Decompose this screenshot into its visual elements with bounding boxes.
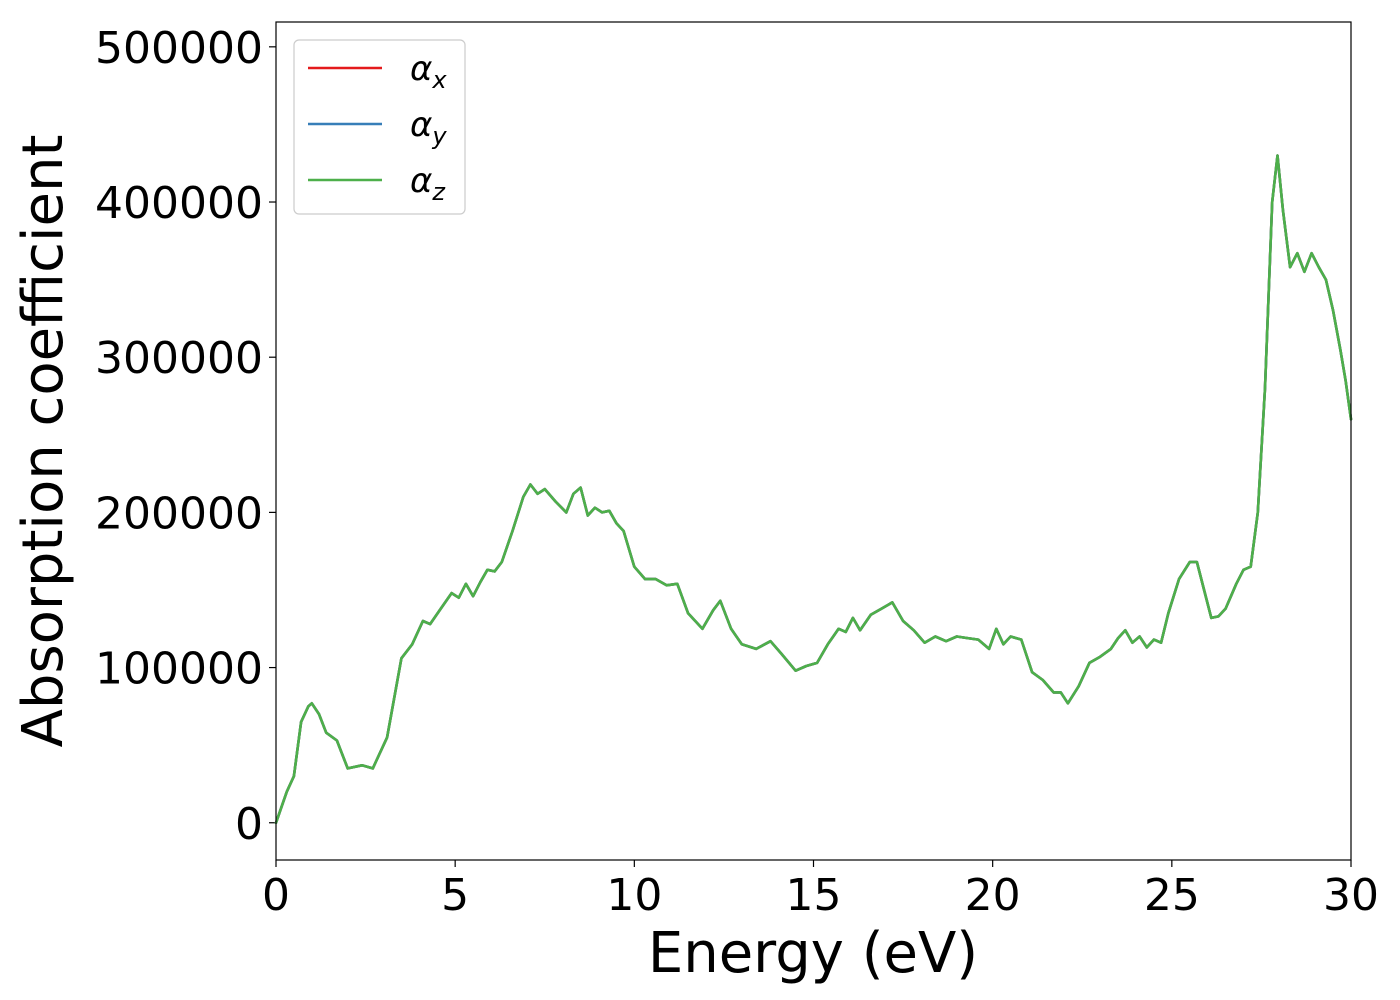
legend-label-x: αx: [410, 49, 447, 94]
series-line-y: [274, 154, 1353, 825]
legend-subscript: x: [431, 66, 447, 94]
legend-box: [293, 39, 466, 215]
y-tick-label: 500000: [95, 23, 263, 74]
y-tick-label: 400000: [95, 178, 263, 229]
x-tick-label: 5: [441, 870, 469, 921]
y-axis-label: Absorption coefficient: [11, 135, 76, 748]
x-tick-label: 25: [1144, 870, 1200, 921]
y-tick-label: 300000: [95, 333, 263, 384]
x-tick-label: 10: [606, 870, 662, 921]
series-line-z: [274, 154, 1353, 825]
x-tick-label: 0: [262, 870, 290, 921]
plot-frame: [275, 21, 1352, 861]
y-tick-label: 0: [235, 799, 263, 850]
series-layer: [274, 154, 1353, 825]
legend-label-z: αz: [410, 161, 446, 206]
x-tick-label: 20: [965, 870, 1021, 921]
y-tick-label: 100000: [95, 644, 263, 695]
legend-symbol: α: [410, 105, 432, 145]
legend-subscript: z: [431, 178, 446, 206]
legend-subscript: y: [431, 122, 447, 150]
legend-symbol: α: [410, 161, 432, 201]
series-line-x: [274, 154, 1353, 825]
legend-symbol: α: [410, 49, 432, 89]
x-axis-label: Energy (eV): [648, 921, 978, 986]
x-tick-label: 30: [1323, 870, 1379, 921]
ticks-layer: 0 5 10 15 20 25 30 0 100000 200000 300000 400000 500…: [95, 23, 1379, 921]
x-tick-label: 15: [786, 870, 842, 921]
y-tick-label: 200000: [95, 488, 263, 539]
legend-label-y: αy: [410, 105, 447, 150]
